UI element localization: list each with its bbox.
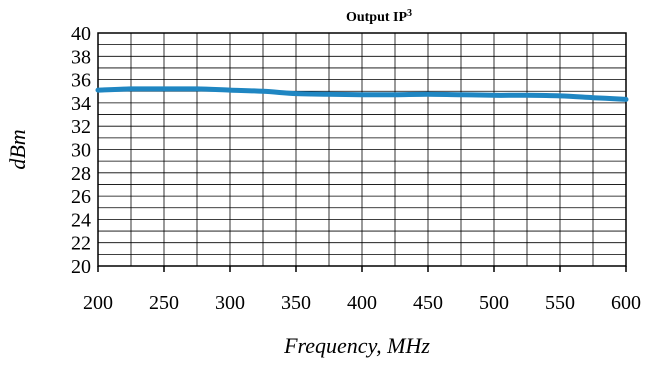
x-tick-label: 550 — [545, 292, 575, 314]
y-tick-label: 24 — [71, 209, 91, 231]
y-tick-label: 40 — [71, 23, 91, 45]
grid-lines — [98, 33, 626, 266]
y-tick-label: 28 — [71, 163, 91, 185]
y-tick-label: 32 — [71, 116, 91, 138]
x-tick-label: 400 — [347, 292, 377, 314]
x-axis-title: Frequency, MHz — [283, 333, 430, 358]
x-tick-label: 200 — [83, 292, 113, 314]
chart-title-superscript: 3 — [407, 8, 412, 19]
x-tick-label: 250 — [149, 292, 179, 314]
y-tick-label: 36 — [71, 70, 91, 92]
x-tick-label: 450 — [413, 292, 443, 314]
y-tick-label: 22 — [71, 233, 91, 255]
chart-title-main: Output IP — [346, 10, 408, 25]
y-axis-title: dBm — [5, 129, 30, 169]
y-tick-label: 26 — [71, 186, 91, 208]
y-tick-label: 34 — [71, 93, 91, 115]
chart-title: Output IP3 — [346, 8, 412, 26]
x-tick-label: 350 — [281, 292, 311, 314]
y-tick-label: 30 — [71, 140, 91, 162]
x-tick-label: 500 — [479, 292, 509, 314]
x-tick-label: 300 — [215, 292, 245, 314]
ip3-series-line — [95, 86, 629, 102]
y-tick-label: 38 — [71, 46, 91, 68]
x-tick-label: 600 — [611, 292, 641, 314]
series-layer — [95, 86, 629, 102]
x-axis-ticks: 200 250 300 350 400 450 500 550 600 — [83, 266, 641, 314]
y-tick-label: 20 — [71, 256, 91, 278]
